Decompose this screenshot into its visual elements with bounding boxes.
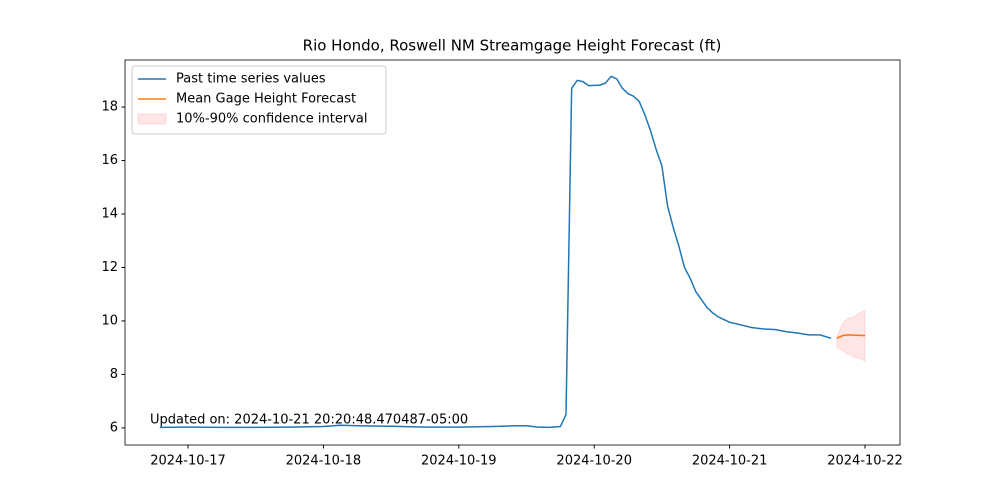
- chart-title: Rio Hondo, Roswell NM Streamgage Height …: [303, 37, 722, 55]
- y-tick-label: 18: [101, 100, 118, 115]
- legend-swatch: [137, 113, 167, 125]
- x-tick-label: 2024-10-21: [692, 454, 768, 469]
- y-tick-label: 8: [110, 367, 118, 382]
- x-tick-label: 2024-10-17: [150, 454, 226, 469]
- x-tick-label: 2024-10-19: [421, 454, 497, 469]
- legend-label: Past time series values: [176, 72, 326, 87]
- y-tick-label: 16: [101, 153, 118, 168]
- legend-label: 10%-90% confidence interval: [176, 112, 367, 127]
- series-line: [836, 334, 866, 340]
- legend: Past time series values Mean Gage Height …: [131, 65, 387, 135]
- x-tick-label: 2024-10-22: [827, 454, 903, 469]
- y-tick-label: 10: [101, 313, 118, 328]
- plot-frame: [124, 59, 901, 446]
- legend-label: Mean Gage Height Forecast: [176, 92, 356, 107]
- y-tick-label: 6: [110, 420, 118, 435]
- legend-box: [131, 65, 387, 135]
- y-tick-label: 14: [101, 207, 118, 222]
- x-tick-label: 2024-10-20: [556, 454, 632, 469]
- series-line: [159, 75, 832, 429]
- confidence-band: [836, 309, 866, 362]
- annotation: Updated on: 2024-10-21 20:20:48.470487-0…: [150, 413, 468, 428]
- y-tick-label: 12: [101, 260, 118, 275]
- x-tick-label: 2024-10-18: [286, 454, 362, 469]
